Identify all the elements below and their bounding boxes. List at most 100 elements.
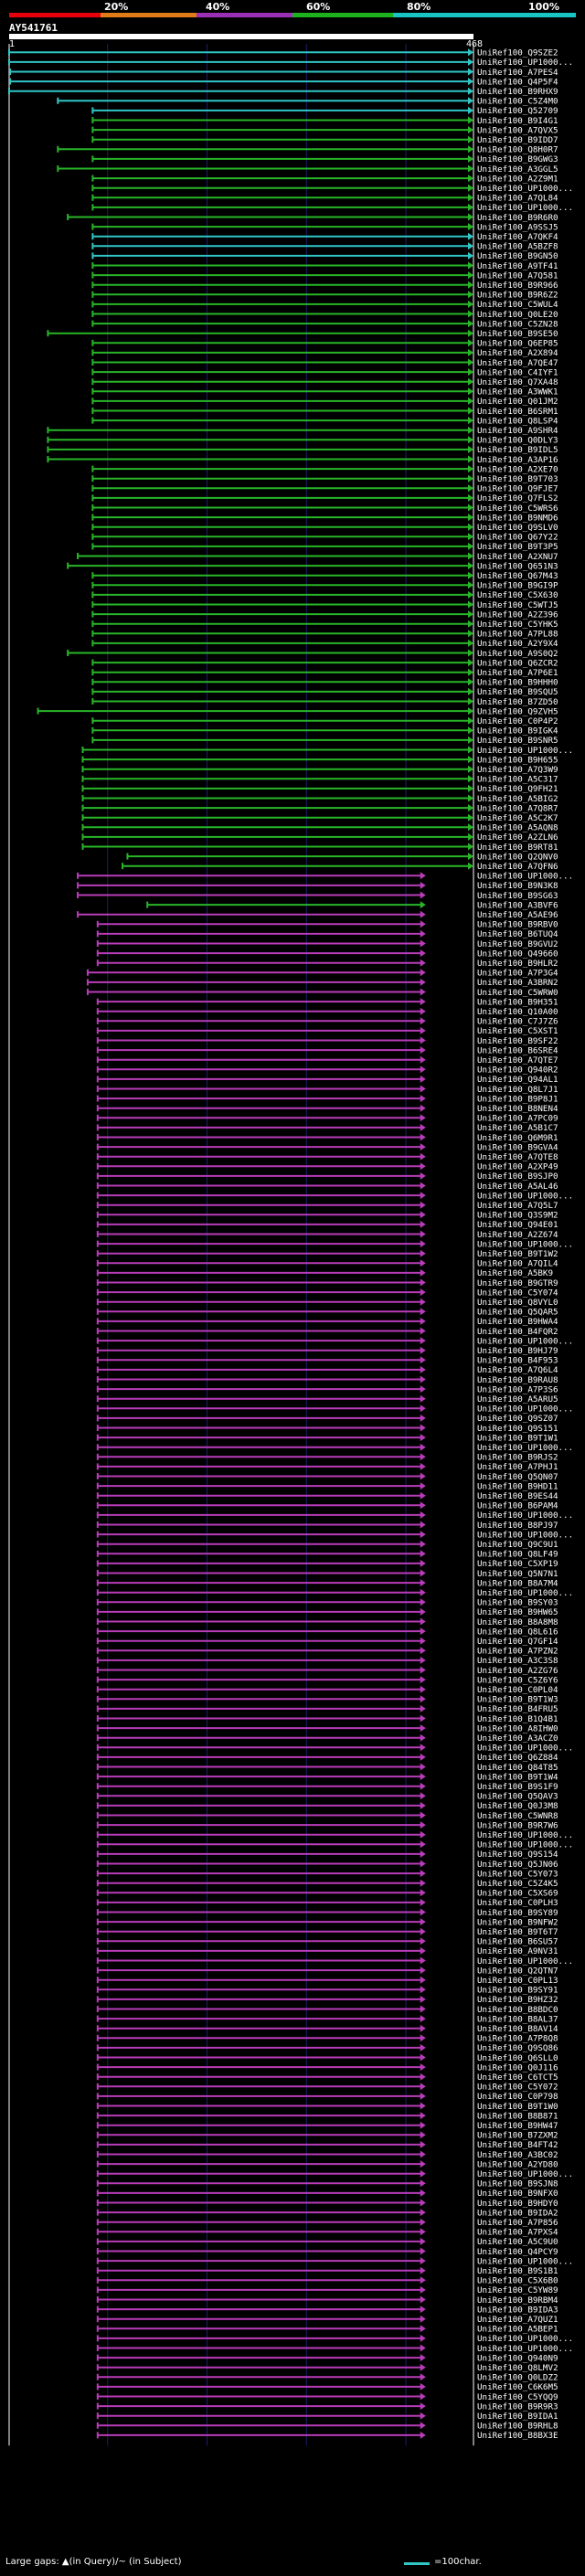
hit-arrow <box>420 1365 426 1373</box>
hit-arrow <box>420 2092 426 2100</box>
hit-arrow <box>468 707 473 716</box>
hit-arrow <box>420 1879 426 1887</box>
hit-label: UniRef100_Q9S154 <box>477 1850 558 1860</box>
hit-arrow <box>468 853 473 861</box>
hit-arrow <box>420 2053 426 2062</box>
hit-arrow <box>468 232 473 240</box>
hit-arrow <box>420 1811 426 1819</box>
hit-label: UniRef100_A2XP49 <box>477 1162 558 1172</box>
hit-arrow <box>420 2247 426 2255</box>
hit-label: UniRef100_Q9C9U1 <box>477 1540 558 1550</box>
hit-arrow <box>468 465 473 473</box>
hit-arrow <box>468 417 473 425</box>
hit-label: UniRef100_A5B1C7 <box>477 1123 558 1133</box>
hit-label: UniRef100_Q9SLV0 <box>477 523 558 533</box>
hit-arrow <box>468 106 473 114</box>
hit-arrow <box>468 542 473 550</box>
hit-label: UniRef100_UP1000... <box>477 2334 573 2344</box>
hit-label: UniRef100_C0PL13 <box>477 1976 558 1986</box>
hit-arrow <box>420 1647 426 1655</box>
hit-label: UniRef100_B8A7M4 <box>477 1578 558 1588</box>
hit-arrow <box>420 1259 426 1267</box>
hit-arrow <box>420 1782 426 1790</box>
hit-arrow <box>468 630 473 638</box>
hit-arrow <box>468 154 473 163</box>
hit-label: UniRef100_C0P4P2 <box>477 716 558 726</box>
hit-arrow <box>420 1143 426 1151</box>
hit-arrow <box>420 1211 426 1219</box>
hit-label: UniRef100_B6TUQ4 <box>477 929 558 939</box>
hit-label: UniRef100_B8NEN4 <box>477 1104 558 1114</box>
hit-label: UniRef100_A2XE70 <box>477 464 558 474</box>
hit-label: UniRef100_UP1000... <box>477 1405 573 1415</box>
hit-label: UniRef100_C5XS69 <box>477 1889 558 1899</box>
hit-label: UniRef100_Q4P5F4 <box>477 77 558 87</box>
hit-arrow <box>420 2015 426 2023</box>
hit-label: UniRef100_Q7XA48 <box>477 377 558 387</box>
hit-label: UniRef100_B9IDL5 <box>477 445 558 455</box>
hit-arrow <box>468 504 473 512</box>
hit-label: UniRef100_A9S0Q2 <box>477 649 558 659</box>
hit-label: UniRef100_C5X6B0 <box>477 2276 558 2286</box>
hit-arrow <box>420 1946 426 1955</box>
hit-arrow <box>420 2072 426 2081</box>
hit-label: UniRef100_Q0LE20 <box>477 310 558 320</box>
hit-arrow <box>420 1501 426 1510</box>
hit-label: UniRef100_A3BRN2 <box>477 978 558 988</box>
hit-label: UniRef100_B9S1B1 <box>477 2266 558 2276</box>
hit-arrow <box>420 1801 426 1809</box>
hit-label: UniRef100_Q9FJE7 <box>477 484 558 494</box>
hit-arrow <box>420 2373 426 2381</box>
hit-label: UniRef100_B6SRE4 <box>477 1045 558 1055</box>
hit-label: UniRef100_Q940R2 <box>477 1065 558 1076</box>
hit-arrow <box>468 445 473 453</box>
hit-label: UniRef100_A7PC09 <box>477 1114 558 1124</box>
hit-label: UniRef100_Q9ZVH5 <box>477 706 558 716</box>
hit-arrow <box>468 610 473 619</box>
hit-arrow <box>468 571 473 579</box>
hit-arrow <box>468 175 473 183</box>
hit-label: UniRef100_B9SQU5 <box>477 687 558 697</box>
hit-arrow <box>468 164 473 173</box>
hit-arrow <box>420 1714 426 1723</box>
hit-label: UniRef100_B9NMD6 <box>477 513 558 523</box>
hit-label: UniRef100_C5YW89 <box>477 2285 558 2295</box>
hit-arrow <box>420 2083 426 2091</box>
hit-arrow <box>420 1898 426 1906</box>
hit-arrow <box>420 1860 426 1868</box>
hit-label: UniRef100_B9IDA3 <box>477 2305 558 2315</box>
hit-label: UniRef100_B9RT81 <box>477 843 558 853</box>
hit-label: UniRef100_B9SF22 <box>477 1036 558 1046</box>
hit-arrow <box>468 562 473 570</box>
hit-label: UniRef100_A7PZN2 <box>477 1647 558 1657</box>
hit-arrow <box>420 1114 426 1122</box>
hit-label: UniRef100_B9T6T7 <box>477 1927 558 1937</box>
hit-label: UniRef100_C5WTJ5 <box>477 600 558 610</box>
hit-label: UniRef100_UP1000... <box>477 1956 573 1966</box>
hit-arrow <box>420 1733 426 1742</box>
hit-arrow <box>420 1201 426 1209</box>
hit-label: UniRef100_Q4PCY9 <box>477 2247 558 2257</box>
hit-label: UniRef100_A3ACZ0 <box>477 1733 558 1744</box>
hit-arrow <box>420 2121 426 2129</box>
hit-label: UniRef100_B9SY03 <box>477 1598 558 1608</box>
hit-arrow <box>420 1792 426 1800</box>
hit-label: UniRef100_Q6M9R1 <box>477 1133 558 1143</box>
hit-label: UniRef100_A7Q3W9 <box>477 765 558 775</box>
hit-label: UniRef100_C6K6M5 <box>477 2382 558 2392</box>
hit-label: UniRef100_B4FQR2 <box>477 1327 558 1337</box>
hit-arrow <box>468 687 473 695</box>
hit-arrow <box>420 1870 426 1878</box>
hit-label: UniRef100_B9GVU2 <box>477 939 558 949</box>
hit-arrow <box>420 1550 426 1558</box>
hit-label: UniRef100_Q52709 <box>477 106 558 116</box>
hit-arrow <box>468 775 473 783</box>
hit-label: UniRef100_B9P8J1 <box>477 1094 558 1104</box>
hit-arrow <box>468 329 473 337</box>
hit-arrow <box>420 2306 426 2314</box>
hit-arrow <box>420 1268 426 1277</box>
hit-label: UniRef100_A7PXS4 <box>477 2228 558 2238</box>
identity-scale-bar: 20% 40% 60% 80% 100% <box>0 0 585 22</box>
hit-arrow <box>420 1579 426 1587</box>
hit-arrow <box>420 1918 426 1926</box>
